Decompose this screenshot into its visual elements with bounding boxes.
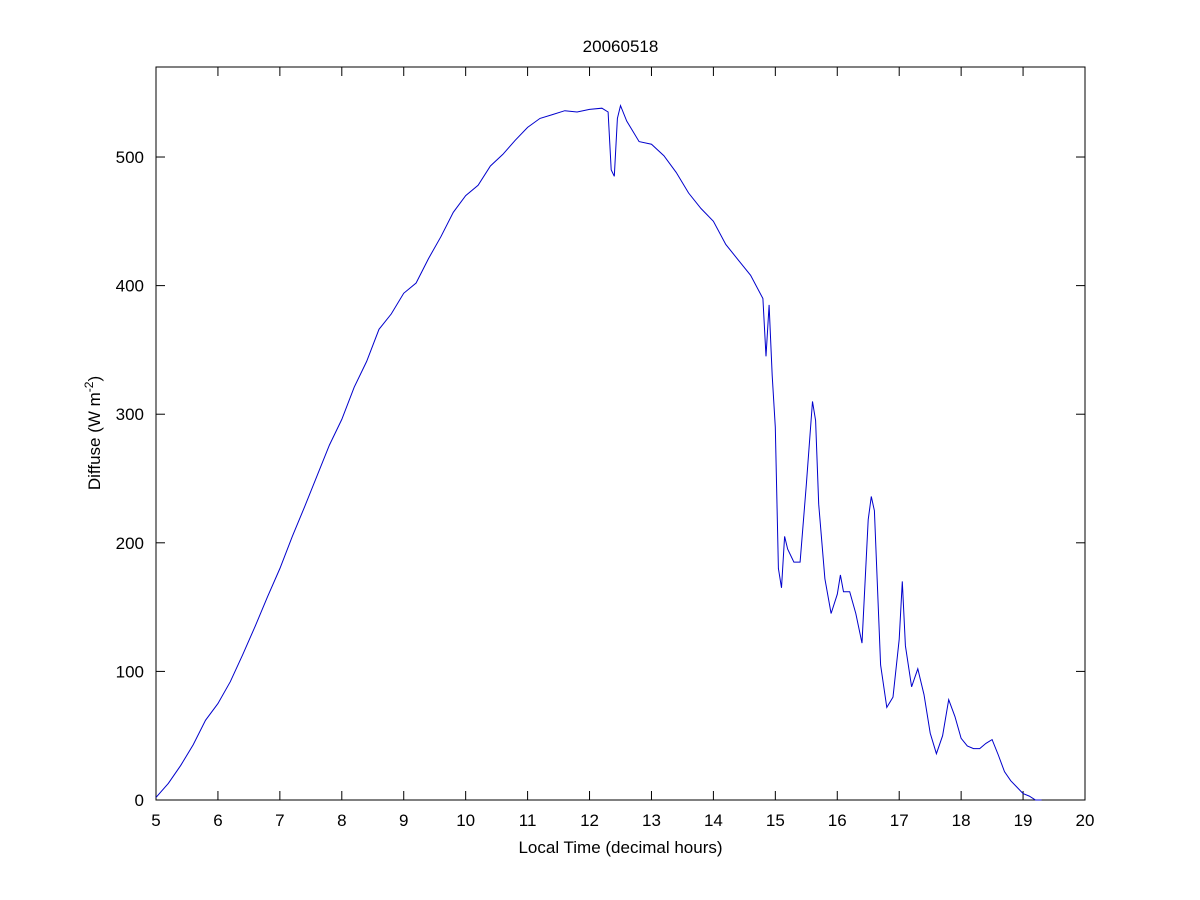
x-tick-label: 5	[151, 811, 160, 830]
chart-title: 20060518	[583, 37, 659, 56]
y-tick-label: 0	[135, 791, 144, 810]
y-tick-label: 300	[116, 405, 144, 424]
x-axis-tick-labels: 5 6 7 8 9 10 11 12 13 14 15 16 17 18 19 20	[151, 811, 1094, 830]
x-axis-ticks	[155, 67, 1086, 800]
y-tick-label: 100	[116, 662, 144, 681]
x-tick-label: 8	[337, 811, 346, 830]
x-tick-label: 10	[456, 811, 475, 830]
y-axis-label: Diffuse (W m-2)	[82, 376, 104, 490]
x-tick-label: 11	[519, 811, 537, 830]
series-line-diffuse	[155, 103, 1042, 801]
y-tick-label: 200	[116, 534, 144, 553]
x-tick-label: 12	[580, 811, 599, 830]
y-tick-label: 400	[116, 277, 144, 296]
x-tick-label: 7	[275, 811, 284, 830]
y-axis-label-superscript: -2	[82, 381, 96, 392]
plot-area	[155, 66, 1086, 801]
y-axis-tick-labels: 0 100 200 300 400 500	[116, 148, 144, 810]
y-axis-label-main: Diffuse (W m	[85, 392, 104, 490]
x-tick-label: 16	[828, 811, 847, 830]
x-tick-label: 15	[766, 811, 785, 830]
x-tick-label: 13	[642, 811, 661, 830]
y-tick-label: 500	[116, 148, 144, 167]
x-tick-label: 17	[890, 811, 909, 830]
y-axis-label-end: )	[85, 376, 104, 382]
x-tick-label: 20	[1076, 811, 1095, 830]
x-axis-label: Local Time (decimal hours)	[518, 838, 722, 857]
x-tick-label: 9	[399, 811, 408, 830]
x-tick-label: 18	[952, 811, 971, 830]
x-tick-label: 6	[213, 811, 222, 830]
x-tick-label: 19	[1014, 811, 1033, 830]
y-axis-ticks	[156, 156, 1085, 801]
x-tick-label: 14	[704, 811, 723, 830]
